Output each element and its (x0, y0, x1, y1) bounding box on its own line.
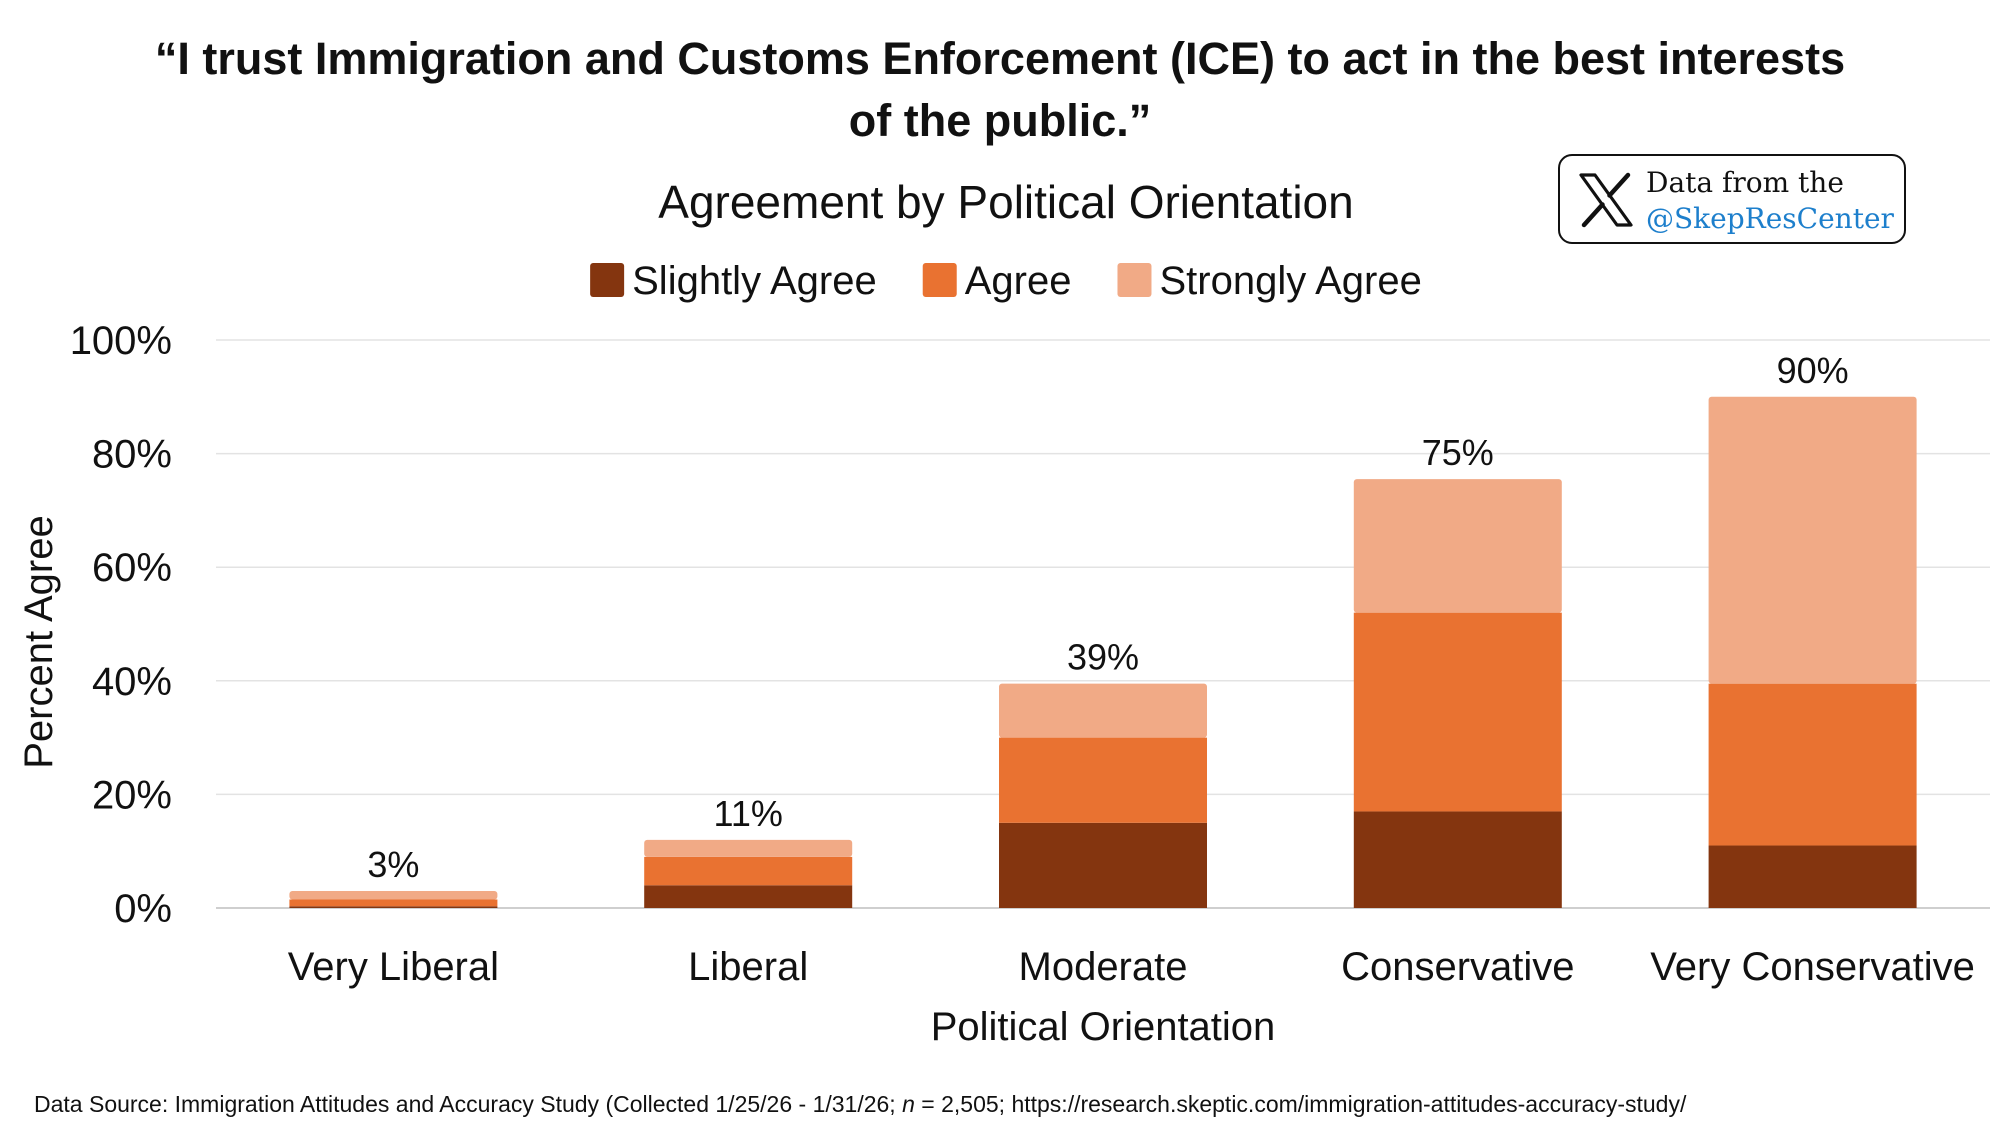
legend-label: Strongly Agree (1159, 259, 1421, 303)
total-label: 11% (714, 793, 783, 834)
x-axis-label: Political Orientation (931, 1005, 1276, 1049)
bar-stack (1708, 396, 1917, 908)
title-line-1: “I trust Immigration and Customs Enforce… (154, 33, 1846, 84)
bar-segment (999, 737, 1207, 823)
y-tick-label: 20% (92, 773, 172, 817)
badge-line-1: Data from the (1646, 166, 1844, 199)
data-source-badge: Data from the @SkepResCenter (1558, 154, 1906, 244)
bar-segment (1353, 479, 1562, 613)
bar-segment (289, 890, 498, 900)
y-tick-label: 40% (92, 660, 172, 704)
stacked-bar-chart: Slightly Agree Agree Strongly Agree 0% 20% 4… (17, 259, 1990, 1049)
bar-segment (999, 683, 1207, 738)
bar-segment (1708, 683, 1917, 846)
source-prefix: Data Source: Immigration Attitudes and A… (34, 1091, 903, 1117)
bar-segment (1708, 396, 1917, 684)
total-label: 3% (367, 844, 419, 885)
total-label: 75% (1422, 432, 1494, 473)
legend-label: Slightly Agree (632, 259, 877, 303)
bar-segment (999, 822, 1207, 908)
total-labels: 3% 11% 39% 75% 90% (367, 350, 1848, 885)
badge-handle: @SkepResCenter (1646, 202, 1894, 235)
legend-swatch (922, 263, 957, 297)
bar-stack (999, 683, 1207, 908)
total-label: 90% (1777, 350, 1849, 391)
y-tick-label: 100% (70, 319, 172, 363)
x-tick-label: Moderate (1019, 945, 1188, 989)
x-tick-label: Conservative (1341, 945, 1574, 989)
bar-stack (289, 890, 498, 908)
y-axis-label: Percent Agree (17, 515, 61, 769)
y-axis-ticks: 0% 20% 40% 60% 80% 100% (70, 319, 172, 931)
y-tick-label: 60% (92, 546, 172, 590)
bar-segment (644, 856, 853, 886)
bars (289, 396, 1917, 908)
x-axis-ticks: Very Liberal Liberal Moderate Conservative V… (288, 945, 1975, 989)
source-suffix: = 2,505; https://research.skeptic.com/im… (914, 1091, 1687, 1117)
bar-segment (644, 885, 853, 908)
source-n-label: n (902, 1091, 915, 1117)
x-tick-label: Very Liberal (288, 945, 499, 989)
bar-segment (289, 899, 498, 907)
total-label: 39% (1067, 637, 1139, 678)
data-source-note: Data Source: Immigration Attitudes and A… (34, 1091, 1686, 1118)
bar-segment (644, 839, 853, 857)
legend-item: Slightly Agree (590, 259, 877, 303)
bar-segment (1353, 811, 1562, 908)
legend-swatch (1117, 263, 1152, 297)
x-tick-label: Liberal (688, 945, 808, 989)
legend: Slightly Agree Agree Strongly Agree (590, 259, 1422, 303)
bar-segment (289, 906, 498, 908)
bar-segment (1353, 612, 1562, 812)
chart-subtitle: Agreement by Political Orientation (658, 176, 1354, 228)
x-logo-icon (1579, 172, 1633, 228)
legend-label: Agree (965, 259, 1072, 303)
legend-item: Strongly Agree (1117, 259, 1422, 303)
legend-item: Agree (922, 259, 1072, 303)
x-tick-label: Very Conservative (1650, 945, 1975, 989)
bar-stack (1353, 479, 1562, 908)
chart-title: “I trust Immigration and Customs Enforce… (0, 28, 2000, 152)
y-tick-label: 0% (114, 887, 172, 931)
bar-stack (644, 839, 853, 908)
bar-segment (1708, 845, 1917, 908)
y-tick-label: 80% (92, 433, 172, 477)
legend-swatch (590, 263, 625, 297)
title-line-2: of the public.” (848, 95, 1152, 146)
